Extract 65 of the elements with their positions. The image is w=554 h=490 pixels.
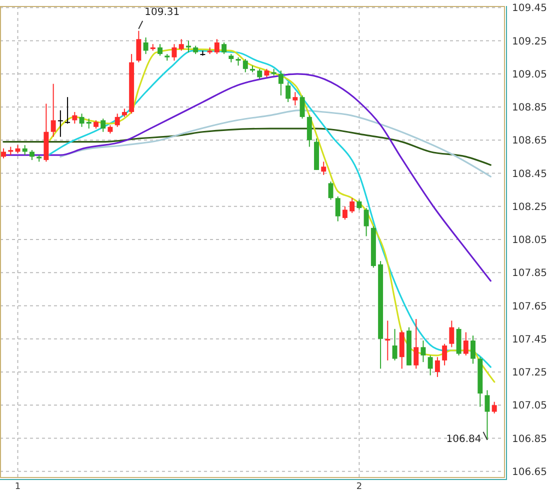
y-tick-label: 109.45 [512, 3, 547, 14]
candlestick [72, 111, 78, 124]
candlestick [385, 320, 390, 361]
y-tick-label: 106.65 [512, 466, 547, 478]
candlestick [172, 44, 177, 62]
candlestick [442, 343, 448, 366]
y-tick-label: 108.85 [512, 102, 547, 114]
candlestick [242, 58, 248, 73]
y-tick-label: 108.25 [512, 202, 547, 213]
candlestick [79, 113, 84, 128]
candlestick [158, 44, 163, 56]
candlestick [414, 318, 419, 370]
y-tick-label: 107.65 [512, 301, 547, 312]
candlestick [186, 40, 191, 53]
candlestick [114, 113, 120, 128]
candlestick [136, 30, 142, 63]
y-tick-label: 107.05 [512, 400, 547, 412]
annotation: 109.31 [144, 6, 180, 18]
candlestick [1, 148, 6, 159]
candlestick [364, 208, 369, 237]
candlestick [286, 82, 291, 103]
candlestick [470, 335, 476, 364]
candlestick [306, 114, 312, 148]
candlestick [463, 332, 468, 356]
y-tick-label: 107.25 [512, 368, 547, 379]
candlestick [50, 83, 56, 138]
candlestick [278, 70, 284, 96]
y-tick-label: 108.65 [512, 136, 547, 147]
candlestick [257, 68, 262, 80]
candlestick [30, 150, 34, 161]
line-series [2, 128, 492, 166]
candlestick [100, 118, 106, 132]
candlestick [350, 198, 355, 214]
y-tick-label: 108.45 [512, 168, 547, 180]
candlestick [292, 92, 298, 106]
y-tick-label: 107.85 [512, 268, 547, 280]
candlestick [342, 206, 348, 220]
y-tick-label: 108.05 [512, 235, 547, 246]
candlestick [214, 38, 220, 55]
y-tick-label: 109.25 [512, 36, 547, 48]
candlestick [65, 96, 70, 124]
x-tick-label: 1 [14, 482, 21, 490]
y-tick-label: 109.05 [512, 69, 547, 80]
candlestick [86, 118, 92, 130]
candlestick [392, 328, 398, 361]
candlestick [420, 340, 426, 363]
candlestick [178, 38, 184, 52]
x-tick-label: 2 [356, 482, 362, 490]
y-tick-label: 107.45 [512, 334, 547, 346]
candlestick [434, 356, 440, 378]
candlestick [335, 196, 340, 222]
candlestick [321, 161, 326, 176]
candlestick [356, 199, 362, 210]
candlestick [300, 94, 305, 120]
candlestick [428, 354, 433, 376]
candlestick [143, 36, 148, 55]
candlestick [222, 42, 227, 55]
candlestick [484, 390, 490, 440]
annotation: 106.84 [446, 434, 482, 445]
candlestick [492, 401, 497, 414]
candlestick [328, 181, 334, 200]
y-tick-label: 106.85 [512, 434, 547, 445]
candlestick [22, 144, 28, 156]
candlestick [58, 110, 63, 138]
candlestick [449, 320, 454, 348]
